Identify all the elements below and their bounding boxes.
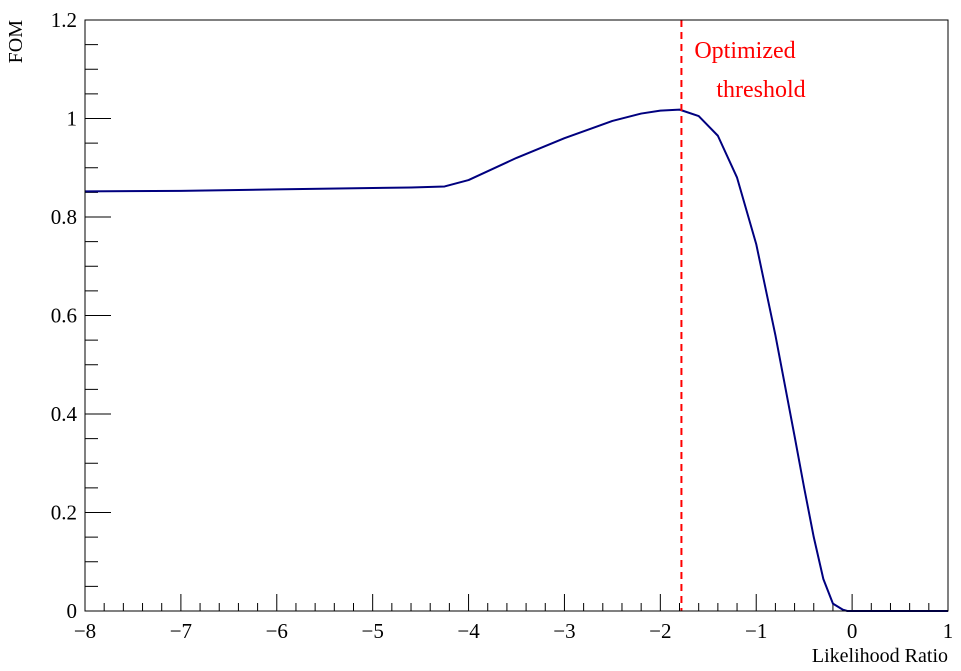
x-tick-label: 1 <box>943 619 954 643</box>
x-tick-label: −6 <box>266 619 288 643</box>
y-tick-label: 0.6 <box>51 304 77 328</box>
y-tick-label: 0.8 <box>51 205 77 229</box>
x-tick-label: 0 <box>847 619 858 643</box>
fom-curve <box>84 108 948 612</box>
x-tick-label: −1 <box>745 619 767 643</box>
y-axis-title: FOM <box>5 20 27 64</box>
plot-frame <box>84 19 949 612</box>
y-tick-label: 1.2 <box>51 8 77 32</box>
threshold-annotation-line-1: Optimized <box>694 38 795 64</box>
tick-labels: −8 −7 −6 −5 −4 −3 −2 −1 0 1 0 0.2 0.4 0.6 0.8 1 1.2 <box>51 8 954 643</box>
x-tick-label: −3 <box>553 619 575 643</box>
x-tick-label: −7 <box>170 619 192 643</box>
x-tick-label: −2 <box>649 619 671 643</box>
y-tick-label: 0 <box>67 599 78 623</box>
x-axis-title: Likelihood Ratio <box>812 645 948 667</box>
y-tick-label: 0.4 <box>51 402 78 426</box>
axis-ticks <box>84 19 949 612</box>
y-tick-label: 1 <box>67 107 78 131</box>
threshold-annotation: Optimized threshold <box>694 38 805 103</box>
threshold-annotation-line-2: threshold <box>716 77 805 103</box>
x-tick-label: −5 <box>361 619 383 643</box>
y-tick-label: 0.2 <box>51 501 77 525</box>
x-tick-label: −8 <box>74 619 96 643</box>
plot-marks <box>84 20 948 612</box>
x-tick-label: −4 <box>457 619 480 643</box>
